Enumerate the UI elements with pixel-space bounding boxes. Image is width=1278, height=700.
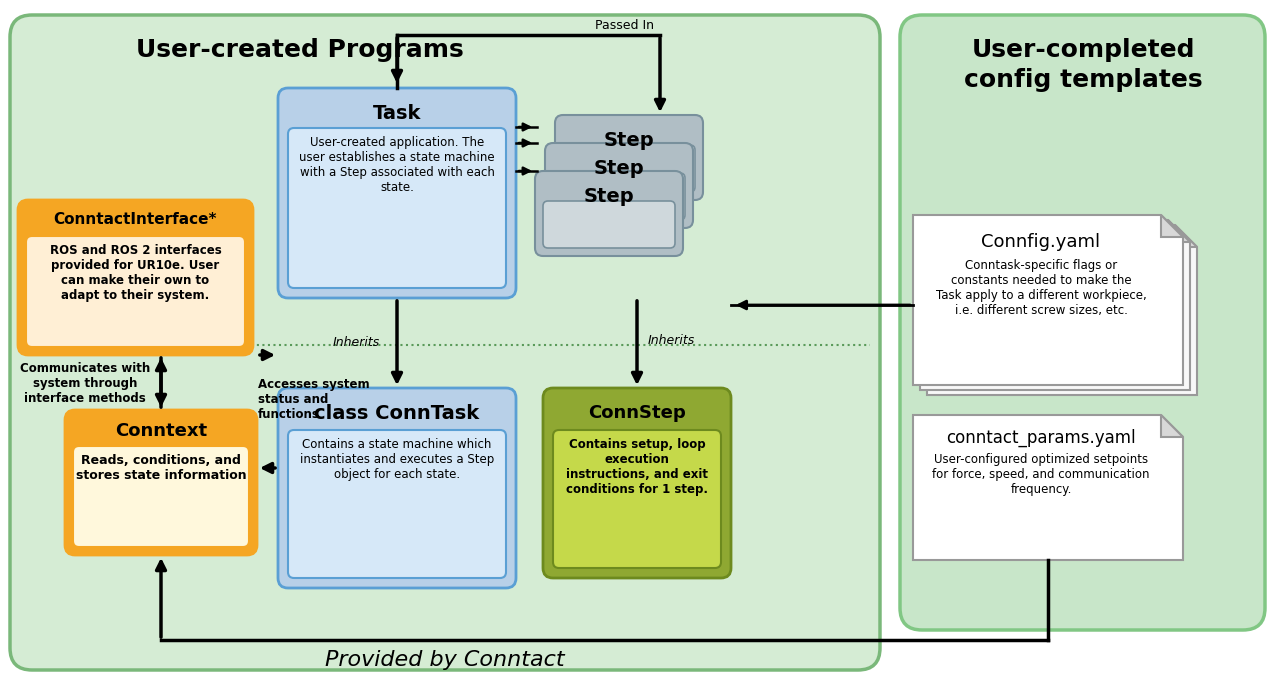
- Text: conntact_params.yaml: conntact_params.yaml: [946, 429, 1136, 447]
- Text: Connfig.yaml: Connfig.yaml: [982, 233, 1100, 251]
- FancyBboxPatch shape: [553, 430, 721, 568]
- Text: Accesses system
status and
functions: Accesses system status and functions: [258, 378, 369, 421]
- Polygon shape: [920, 220, 1190, 390]
- FancyBboxPatch shape: [543, 388, 731, 578]
- Polygon shape: [912, 215, 1183, 385]
- Text: ConntactInterface*: ConntactInterface*: [54, 212, 217, 227]
- FancyBboxPatch shape: [544, 143, 693, 228]
- Polygon shape: [1160, 215, 1183, 237]
- Text: ROS and ROS 2 interfaces
provided for UR10e. User
can make their own to
adapt to: ROS and ROS 2 interfaces provided for UR…: [50, 244, 221, 302]
- FancyBboxPatch shape: [26, 236, 245, 347]
- Text: User-configured optimized setpoints
for force, speed, and communication
frequenc: User-configured optimized setpoints for …: [932, 453, 1150, 496]
- Text: Contains setup, loop
execution
instructions, and exit
conditions for 1 step.: Contains setup, loop execution instructi…: [566, 438, 708, 496]
- FancyBboxPatch shape: [900, 15, 1265, 630]
- Polygon shape: [1160, 415, 1183, 437]
- Text: ConnStep: ConnStep: [588, 404, 686, 422]
- FancyBboxPatch shape: [288, 430, 506, 578]
- Polygon shape: [1174, 225, 1197, 247]
- FancyBboxPatch shape: [65, 410, 257, 555]
- FancyBboxPatch shape: [535, 171, 682, 256]
- Text: Conntask-specific flags or
constants needed to make the
Task apply to a differen: Conntask-specific flags or constants nee…: [935, 259, 1146, 317]
- Polygon shape: [912, 415, 1183, 560]
- Polygon shape: [1168, 220, 1190, 242]
- Text: Inherits: Inherits: [648, 333, 695, 346]
- Text: Step: Step: [594, 159, 644, 178]
- Text: User-created Programs: User-created Programs: [137, 38, 464, 62]
- FancyBboxPatch shape: [564, 145, 695, 192]
- FancyBboxPatch shape: [555, 115, 703, 200]
- Text: Conntext: Conntext: [115, 422, 207, 440]
- Text: User-completed
config templates: User-completed config templates: [964, 38, 1203, 92]
- Polygon shape: [927, 225, 1197, 395]
- Text: Inherits: Inherits: [334, 337, 381, 349]
- Text: Contains a state machine which
instantiates and executes a Step
object for each : Contains a state machine which instantia…: [300, 438, 495, 481]
- Text: Passed In: Passed In: [596, 19, 654, 32]
- FancyBboxPatch shape: [543, 201, 675, 248]
- Text: Reads, conditions, and
stores state information: Reads, conditions, and stores state info…: [75, 454, 247, 482]
- FancyBboxPatch shape: [73, 446, 249, 547]
- FancyBboxPatch shape: [10, 15, 881, 670]
- Text: User-created application. The
user establishes a state machine
with a Step assoc: User-created application. The user estab…: [299, 136, 495, 194]
- Text: Task: Task: [373, 104, 422, 123]
- Text: Step: Step: [584, 187, 634, 206]
- FancyBboxPatch shape: [288, 128, 506, 288]
- Text: Communicates with
system through
interface methods: Communicates with system through interfa…: [20, 361, 150, 405]
- Text: class ConnTask: class ConnTask: [314, 404, 479, 423]
- Text: Provided by Conntact: Provided by Conntact: [325, 650, 565, 670]
- Text: Step: Step: [603, 131, 654, 150]
- FancyBboxPatch shape: [279, 88, 516, 298]
- FancyBboxPatch shape: [279, 388, 516, 588]
- FancyBboxPatch shape: [18, 200, 253, 355]
- FancyBboxPatch shape: [553, 173, 685, 220]
